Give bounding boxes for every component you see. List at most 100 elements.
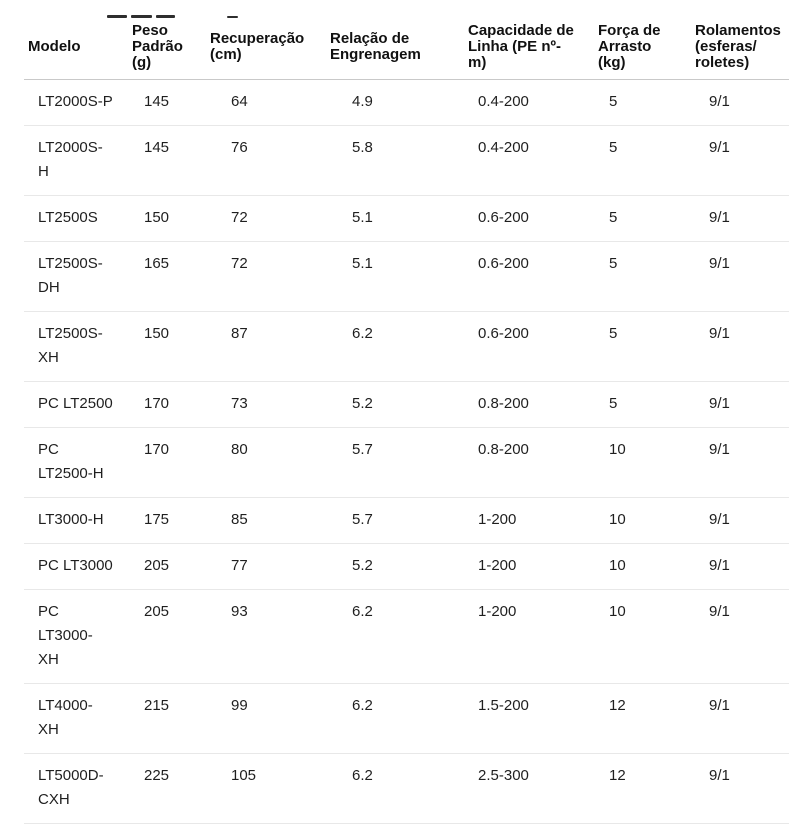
cell-peso-padrao: 215 [128,683,206,754]
cell-relacao-engrenagem: 6.2 [326,589,464,684]
cell-forca-arrasto: 5 [594,311,691,382]
table-row: LT5000D- CXH 225 105 6.2 2.5-300 12 9/1 [24,753,789,824]
header-row: Modelo Peso Padrão (g) Recuperação (cm) … [24,15,789,80]
cell-rolamentos: 9/1 [691,241,789,312]
cell-capacidade-linha: 0.8-200 [464,381,594,428]
cell-relacao-engrenagem: 6.2 [326,753,464,824]
spec-table-page: Modelo Peso Padrão (g) Recuperação (cm) … [0,15,789,824]
cell-relacao-engrenagem: 5.2 [326,543,464,590]
cell-recuperacao: 93 [206,589,326,684]
cell-capacidade-linha: 0.6-200 [464,241,594,312]
cell-recuperacao: 73 [206,381,326,428]
cell-recuperacao: 99 [206,683,326,754]
cell-recuperacao: 87 [206,311,326,382]
cell-peso-padrao: 225 [128,753,206,824]
column-header-modelo: Modelo [24,15,128,80]
cell-peso-padrao: 170 [128,381,206,428]
cell-modelo: LT4000- XH [24,683,128,754]
table-row: LT2500S 150 72 5.1 0.6-200 5 9/1 [24,195,789,242]
cell-peso-padrao: 150 [128,311,206,382]
cell-rolamentos: 9/1 [691,753,789,824]
text-fragment [107,15,127,18]
cell-modelo: PC LT2500 [24,381,128,428]
column-header-rolamentos: Rolamentos (esferas/ roletes) [691,15,789,80]
cell-capacidade-linha: 0.8-200 [464,427,594,498]
cell-relacao-engrenagem: 5.1 [326,241,464,312]
cell-relacao-engrenagem: 4.9 [326,79,464,126]
cell-relacao-engrenagem: 5.7 [326,497,464,544]
cell-modelo: LT2000S-P [24,79,128,126]
cell-peso-padrao: 175 [128,497,206,544]
table-row: LT2500S- XH 150 87 6.2 0.6-200 5 9/1 [24,311,789,382]
column-header-recuperacao: Recuperação (cm) [206,15,326,80]
cell-forca-arrasto: 10 [594,497,691,544]
table-row: PC LT2500 170 73 5.2 0.8-200 5 9/1 [24,381,789,428]
table-row: LT2000S-P 145 64 4.9 0.4-200 5 9/1 [24,79,789,126]
text-fragment [131,15,152,18]
cell-relacao-engrenagem: 5.1 [326,195,464,242]
cell-capacidade-linha: 1-200 [464,497,594,544]
cell-forca-arrasto: 10 [594,589,691,684]
cell-forca-arrasto: 5 [594,241,691,312]
table-row: PC LT3000- XH 205 93 6.2 1-200 10 9/1 [24,589,789,684]
cell-recuperacao: 76 [206,125,326,196]
cell-rolamentos: 9/1 [691,427,789,498]
cell-rolamentos: 9/1 [691,589,789,684]
cell-capacidade-linha: 0.4-200 [464,79,594,126]
spec-table: Modelo Peso Padrão (g) Recuperação (cm) … [24,15,789,824]
cell-peso-padrao: 170 [128,427,206,498]
cell-modelo: LT2000S- H [24,125,128,196]
table-row: LT2500S- DH 165 72 5.1 0.6-200 5 9/1 [24,241,789,312]
clipped-text-remnant [0,15,789,21]
cell-capacidade-linha: 2.5-300 [464,753,594,824]
cell-rolamentos: 9/1 [691,543,789,590]
cell-relacao-engrenagem: 5.8 [326,125,464,196]
cell-forca-arrasto: 10 [594,427,691,498]
cell-capacidade-linha: 0.4-200 [464,125,594,196]
cell-capacidade-linha: 0.6-200 [464,311,594,382]
cell-recuperacao: 85 [206,497,326,544]
cell-forca-arrasto: 10 [594,543,691,590]
text-fragment [227,16,238,18]
table-row: PC LT3000 205 77 5.2 1-200 10 9/1 [24,543,789,590]
cell-peso-padrao: 205 [128,543,206,590]
cell-modelo: LT5000D- CXH [24,753,128,824]
cell-capacidade-linha: 1-200 [464,589,594,684]
cell-modelo: LT2500S- DH [24,241,128,312]
table-row: PC LT2500-H 170 80 5.7 0.8-200 10 9/1 [24,427,789,498]
cell-peso-padrao: 145 [128,79,206,126]
cell-peso-padrao: 165 [128,241,206,312]
cell-rolamentos: 9/1 [691,125,789,196]
cell-relacao-engrenagem: 6.2 [326,311,464,382]
cell-modelo: PC LT2500-H [24,427,128,498]
cell-modelo: LT3000-H [24,497,128,544]
cell-forca-arrasto: 5 [594,125,691,196]
column-header-relacao-engrenagem: Relação de Engrenagem [326,15,464,80]
table-row: LT2000S- H 145 76 5.8 0.4-200 5 9/1 [24,125,789,196]
cell-modelo: LT2500S [24,195,128,242]
cell-peso-padrao: 205 [128,589,206,684]
cell-recuperacao: 72 [206,241,326,312]
cell-rolamentos: 9/1 [691,311,789,382]
cell-recuperacao: 64 [206,79,326,126]
cell-capacidade-linha: 1-200 [464,543,594,590]
text-fragment [156,15,175,18]
cell-forca-arrasto: 12 [594,683,691,754]
cell-rolamentos: 9/1 [691,497,789,544]
cell-capacidade-linha: 1.5-200 [464,683,594,754]
cell-forca-arrasto: 5 [594,195,691,242]
column-header-capacidade-linha: Capacidade de Linha (PE nº- m) [464,15,594,80]
cell-rolamentos: 9/1 [691,381,789,428]
cell-recuperacao: 72 [206,195,326,242]
cell-peso-padrao: 150 [128,195,206,242]
cell-peso-padrao: 145 [128,125,206,196]
column-header-peso-padrao: Peso Padrão (g) [128,15,206,80]
cell-relacao-engrenagem: 5.2 [326,381,464,428]
cell-forca-arrasto: 12 [594,753,691,824]
cell-relacao-engrenagem: 6.2 [326,683,464,754]
cell-rolamentos: 9/1 [691,79,789,126]
cell-relacao-engrenagem: 5.7 [326,427,464,498]
cell-rolamentos: 9/1 [691,683,789,754]
cell-recuperacao: 77 [206,543,326,590]
cell-modelo: PC LT3000- XH [24,589,128,684]
